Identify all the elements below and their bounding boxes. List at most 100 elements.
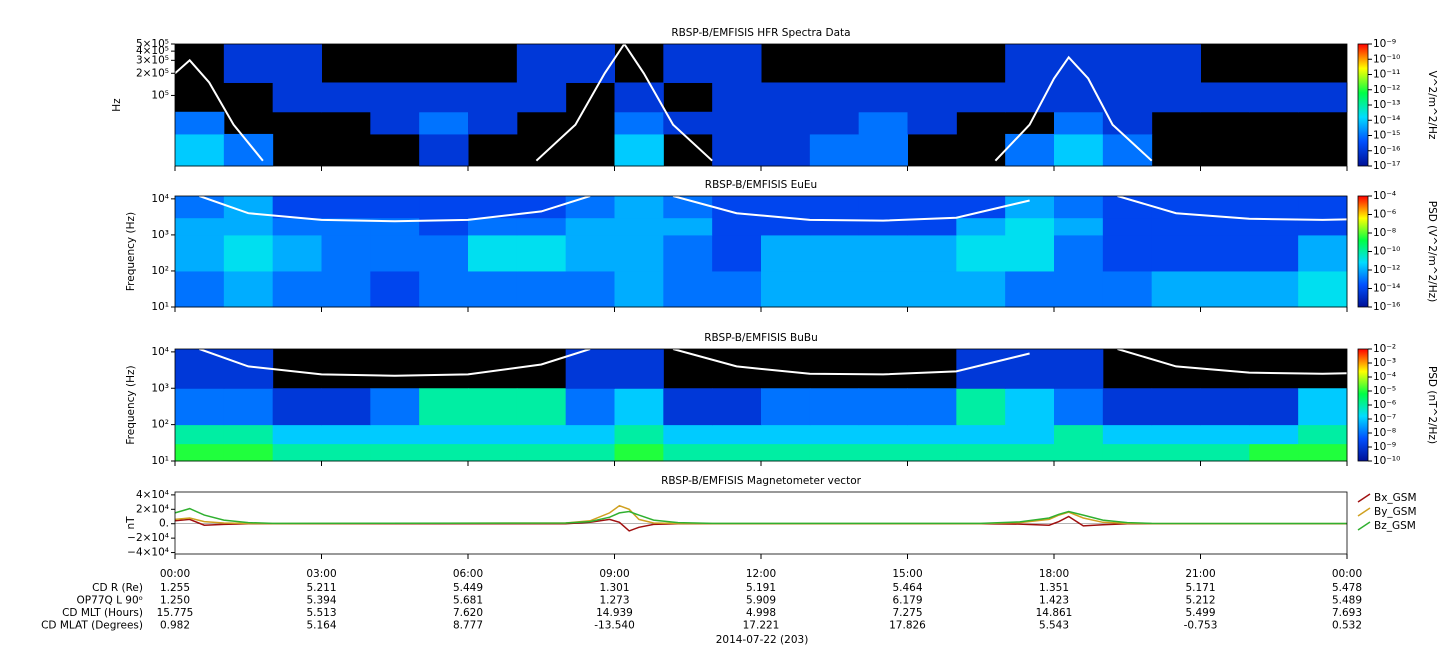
panel-title: RBSP-B/EMFISIS BuBu bbox=[704, 332, 818, 344]
spectrogram-cell bbox=[272, 234, 322, 272]
spectrogram-cell bbox=[614, 133, 664, 167]
spectrogram-cell bbox=[223, 234, 274, 272]
colorbar-tick-label: 10⁻⁶ bbox=[1373, 399, 1396, 411]
spectrogram-cell bbox=[809, 234, 860, 272]
spectrogram-cell bbox=[1054, 424, 1104, 445]
spectrogram-cell bbox=[468, 270, 518, 308]
spectrogram-cell bbox=[1151, 443, 1201, 462]
ephemeris-value: 5.211 bbox=[306, 582, 336, 594]
spectrogram-cell bbox=[809, 133, 860, 167]
ephemeris-value: -13.540 bbox=[594, 620, 635, 632]
spectrogram-cell bbox=[516, 217, 567, 236]
spectrogram-cell bbox=[858, 82, 908, 113]
spectrogram-cell bbox=[565, 388, 615, 426]
ephemeris-value: 1.351 bbox=[1039, 582, 1069, 594]
spectrogram-cell bbox=[663, 196, 713, 219]
colorbar-tick-label: 10⁻⁸ bbox=[1373, 427, 1396, 439]
colorbar-tick-label: 10⁻⁴ bbox=[1373, 190, 1396, 202]
spectrogram-cell bbox=[1005, 234, 1055, 272]
spectrogram-cell bbox=[272, 217, 322, 236]
spectrogram-cell bbox=[907, 196, 957, 219]
spectrogram-cell bbox=[1054, 82, 1104, 113]
ephemeris-value: 7.620 bbox=[453, 607, 483, 619]
colorbar-tick-label: 10⁻¹⁵ bbox=[1373, 130, 1400, 142]
spectrogram-cell bbox=[516, 424, 567, 445]
spectrogram-cell bbox=[1298, 443, 1348, 462]
ephemeris-value: 5.478 bbox=[1332, 582, 1362, 594]
ephemeris-value: 8.777 bbox=[453, 620, 483, 632]
spectrogram-cell bbox=[663, 217, 713, 236]
spectrogram-cell bbox=[1005, 196, 1055, 219]
ephemeris-value: 5.909 bbox=[746, 595, 776, 607]
spectrogram-cell bbox=[761, 217, 811, 236]
ephemeris-value: 15.775 bbox=[157, 607, 194, 619]
spectrogram-cell bbox=[1151, 44, 1201, 83]
spectrogram-cell bbox=[370, 234, 420, 272]
spectrogram-cell bbox=[858, 388, 908, 426]
ephemeris-value: 1.423 bbox=[1039, 595, 1069, 607]
spectrogram-cell bbox=[1102, 234, 1153, 272]
colorbar-tick-label: 10⁻¹⁴ bbox=[1373, 283, 1400, 295]
spectrogram-cell bbox=[907, 82, 957, 113]
spectrogram-cell bbox=[712, 424, 762, 445]
spectrogram-cell bbox=[1102, 82, 1153, 113]
colorbar-tick-label: 10⁻⁹ bbox=[1373, 441, 1396, 453]
spectrogram-cell bbox=[1005, 44, 1055, 83]
spectrogram-cell bbox=[175, 270, 225, 308]
ephemeris-value: 5.681 bbox=[453, 595, 483, 607]
y-tick-label: −4×10⁴ bbox=[127, 547, 169, 559]
spectrogram-cell bbox=[1249, 82, 1299, 113]
spectrogram-cell bbox=[663, 111, 713, 135]
spectrogram-cell bbox=[956, 424, 1006, 445]
spectrogram-cell bbox=[858, 196, 908, 219]
spectrogram-cell bbox=[272, 196, 322, 219]
spectrogram-cell bbox=[419, 82, 469, 113]
spectrogram-cell bbox=[761, 388, 811, 426]
colorbar-tick-label: 10⁻¹² bbox=[1373, 264, 1400, 276]
spectrogram-cell bbox=[761, 111, 811, 135]
spectrogram-cell bbox=[1005, 82, 1055, 113]
spectrogram-cell bbox=[419, 196, 469, 219]
spectrogram-cell bbox=[1249, 424, 1299, 445]
spectrogram-cell bbox=[175, 234, 225, 272]
spectrogram-cell bbox=[175, 217, 225, 236]
ephemeris-value: 5.543 bbox=[1039, 620, 1069, 632]
spectrogram-cell bbox=[468, 388, 518, 426]
spectrogram-cell bbox=[1102, 424, 1153, 445]
spectrogram-cell bbox=[468, 196, 518, 219]
series-line bbox=[174, 507, 1348, 525]
colorbar-tick-label: 10⁻³ bbox=[1373, 357, 1396, 369]
x-tick-label: 06:00 bbox=[453, 568, 483, 580]
spectrogram-cell bbox=[175, 424, 225, 445]
spectrogram-cell bbox=[809, 82, 860, 113]
x-tick-label: 00:00 bbox=[160, 568, 190, 580]
spectrogram-cell bbox=[1151, 196, 1201, 219]
colorbar-tick-label: 10⁻¹⁶ bbox=[1373, 145, 1400, 157]
series-line bbox=[174, 504, 1347, 525]
ephemeris-value: 1.255 bbox=[160, 582, 190, 594]
spectrogram-cell bbox=[1151, 424, 1201, 445]
ephemeris-label: CD R (Re) bbox=[92, 582, 143, 594]
ephemeris-value: 5.212 bbox=[1185, 595, 1215, 607]
spectrogram-cell bbox=[761, 196, 811, 219]
colorbar-tick-label: 10⁻⁹ bbox=[1373, 38, 1396, 50]
spectrogram-cell bbox=[321, 82, 371, 113]
spectrogram-cell bbox=[956, 270, 1006, 308]
spectrogram-cell bbox=[175, 443, 225, 462]
spectrogram-cell bbox=[712, 133, 762, 167]
spectrogram-cell bbox=[370, 270, 420, 308]
spectrogram-cell bbox=[712, 270, 762, 308]
spectrogram-cell bbox=[663, 388, 713, 426]
spectrogram-cell bbox=[370, 443, 420, 462]
ephemeris-value: 1.250 bbox=[160, 595, 190, 607]
spectrogram-cell bbox=[1200, 270, 1250, 308]
spectrogram-cell bbox=[1151, 234, 1201, 272]
y-tick-label: 5×10⁵ bbox=[136, 38, 169, 50]
spectrogram-cell bbox=[1200, 443, 1250, 462]
colorbar-label: PSD (nT^2/Hz) bbox=[1426, 366, 1438, 444]
y-tick-label: 10² bbox=[151, 419, 169, 431]
spectrogram-cell bbox=[468, 443, 518, 462]
spectrogram-cell bbox=[175, 111, 225, 135]
spectrogram-cell bbox=[1200, 424, 1250, 445]
